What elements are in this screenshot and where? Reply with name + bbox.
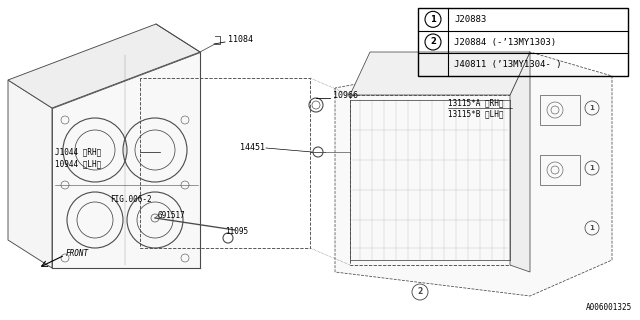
Polygon shape bbox=[350, 52, 530, 95]
Text: 1: 1 bbox=[589, 105, 595, 111]
Text: 10944 〈LH〉: 10944 〈LH〉 bbox=[55, 159, 101, 169]
Text: 13115*A 〈RH〉: 13115*A 〈RH〉 bbox=[448, 99, 504, 108]
Polygon shape bbox=[8, 80, 52, 268]
Polygon shape bbox=[510, 52, 530, 272]
Polygon shape bbox=[52, 52, 200, 268]
Text: J1044 〈RH〉: J1044 〈RH〉 bbox=[55, 148, 101, 156]
Text: J40811 (’13MY1304- ): J40811 (’13MY1304- ) bbox=[454, 60, 561, 69]
Text: 11095: 11095 bbox=[225, 228, 248, 236]
Text: FIG.006-2: FIG.006-2 bbox=[110, 196, 152, 204]
Text: 13115*B 〈LH〉: 13115*B 〈LH〉 bbox=[448, 109, 504, 118]
Text: J20884 (-’13MY1303): J20884 (-’13MY1303) bbox=[454, 37, 556, 46]
Text: 10966: 10966 bbox=[333, 92, 358, 100]
Polygon shape bbox=[8, 24, 200, 108]
Text: 2: 2 bbox=[430, 37, 436, 46]
Text: 1: 1 bbox=[589, 225, 595, 231]
Text: 1: 1 bbox=[589, 165, 595, 171]
Text: 14451: 14451 bbox=[240, 143, 265, 153]
Polygon shape bbox=[335, 52, 612, 296]
Text: 11084: 11084 bbox=[228, 36, 253, 44]
Text: 1: 1 bbox=[430, 15, 436, 24]
Text: 2: 2 bbox=[417, 287, 422, 297]
Bar bbox=[418, 8, 628, 76]
Text: A006001325: A006001325 bbox=[586, 303, 632, 312]
Text: FRONT: FRONT bbox=[66, 250, 89, 259]
Text: G91517: G91517 bbox=[158, 211, 186, 220]
Text: J20883: J20883 bbox=[454, 15, 486, 24]
